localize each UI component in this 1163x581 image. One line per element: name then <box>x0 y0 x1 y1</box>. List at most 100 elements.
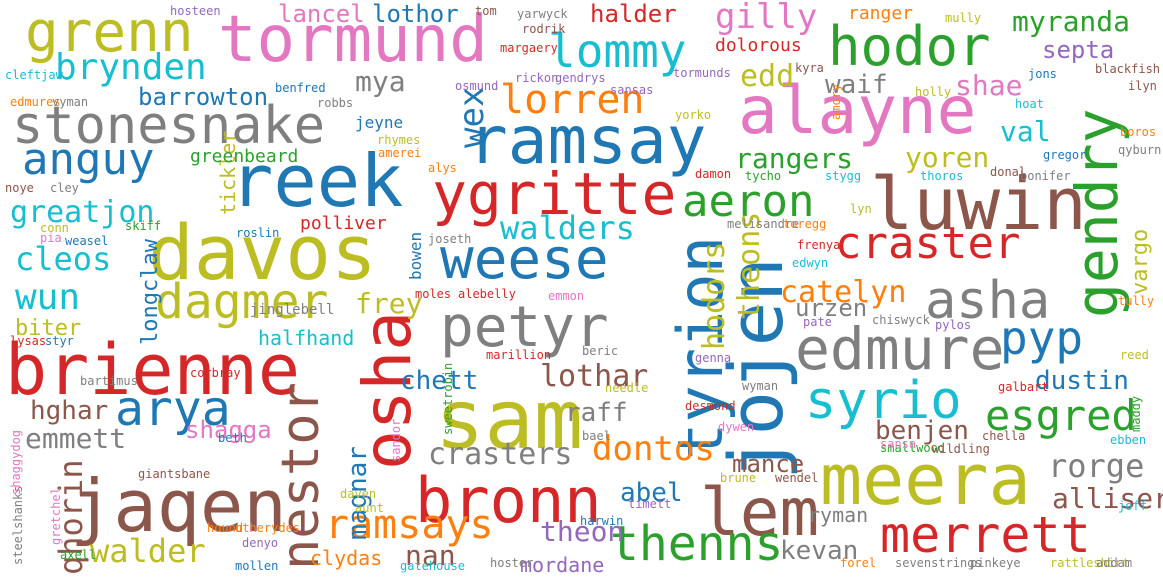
cloud-word-115: kyra <box>795 61 824 75</box>
cloud-word-197: vyman <box>52 95 89 109</box>
cloud-word-48: rorge <box>1048 447 1145 485</box>
cloud-word-37: bronn <box>415 464 602 537</box>
cloud-word-138: edwyn <box>792 256 829 270</box>
cloud-word-2: lommy <box>548 24 687 78</box>
cloud-word-85: kevan <box>780 536 859 566</box>
cloud-word-12: ramsay <box>468 102 707 179</box>
cloud-word-20: wun <box>15 277 81 318</box>
cloud-word-189: yarwyck <box>517 7 568 21</box>
cloud-word-143: tully <box>1118 294 1155 308</box>
cloud-word-67: walders <box>500 209 635 247</box>
cloud-word-91: ryman <box>808 503 869 527</box>
cloud-word-130: stygg <box>825 169 862 183</box>
cloud-word-44: shagga <box>185 416 272 444</box>
cloud-word-61: lorren <box>500 77 645 123</box>
cloud-word-122: boros <box>1120 125 1157 139</box>
cloud-word-132: lyn <box>850 202 872 216</box>
cloud-word-174: addam <box>1096 556 1133 570</box>
cloud-word-137: frenya <box>797 238 841 252</box>
cloud-word-191: margaery <box>500 41 558 55</box>
cloud-word-150: needle <box>605 381 649 395</box>
cloud-word-140: chiswyck <box>872 313 930 327</box>
cloud-word-46: dontos <box>592 429 715 469</box>
cloud-word-56: mya <box>355 65 406 98</box>
cloud-word-117: amory <box>829 83 843 120</box>
cloud-word-104: weasel <box>65 234 109 248</box>
cloud-word-49: alliser <box>1052 482 1163 515</box>
cloud-word-65: yoren <box>905 141 990 174</box>
cloud-word-112: gendrys <box>555 71 606 85</box>
cloud-word-31: pyp <box>1000 311 1084 365</box>
cloud-word-100: rhymes <box>377 133 421 147</box>
cloud-word-169: hoster <box>490 556 534 570</box>
cloud-word-58: waif <box>825 70 888 100</box>
cloud-word-40: ramsays <box>325 502 494 548</box>
cloud-word-19: cleos <box>15 240 112 278</box>
cloud-word-92: clydas <box>310 546 383 570</box>
cloud-word-126: bonifer <box>1020 169 1071 183</box>
cloud-word-76: greenbeard <box>190 146 299 167</box>
cloud-word-15: greatjon <box>10 195 155 230</box>
cloud-word-167: mollen <box>235 559 279 573</box>
cloud-word-180: sweetrobin <box>441 362 455 435</box>
cloud-word-77: chett <box>400 366 479 396</box>
cloud-word-173: rattleshirt <box>1050 556 1130 570</box>
cloud-word-160: wendel <box>775 471 819 485</box>
cloud-word-10: anguy <box>22 134 155 185</box>
cloud-word-149: galbart <box>998 380 1049 394</box>
cloud-word-187: hosteen <box>170 4 221 18</box>
cloud-word-75: tickler <box>216 130 240 215</box>
cloud-word-81: hghar <box>30 396 109 426</box>
cloud-word-72: longclaw <box>138 239 163 345</box>
cloud-word-95: polliver <box>300 213 387 234</box>
cloud-word-86: theon <box>540 515 625 548</box>
cloud-word-171: sevenstrings <box>895 556 982 570</box>
cloud-word-8: brynden <box>55 47 207 88</box>
cloud-word-43: walder <box>90 532 206 570</box>
cloud-word-84: abel <box>620 478 683 508</box>
cloud-word-27: sam <box>435 373 584 468</box>
cloud-word-193: cleftjaw <box>5 68 63 82</box>
cloud-word-152: dywen <box>718 420 755 434</box>
cloud-word-181: sandor <box>389 418 403 462</box>
cloud-word-14: barrowton <box>138 83 269 111</box>
cloud-word-144: reed <box>1120 348 1149 362</box>
cloud-word-64: rangers <box>735 142 854 175</box>
cloud-word-134: joseth <box>428 232 472 246</box>
cloud-word-136: toregg <box>783 217 827 231</box>
cloud-word-162: daven <box>340 487 377 501</box>
cloud-word-192: mully <box>945 11 982 25</box>
cloud-word-141: pylos <box>935 318 972 332</box>
cloud-word-190: rodrik <box>522 22 566 36</box>
cloud-word-155: ebben <box>1110 433 1147 447</box>
cloud-word-119: jons <box>1028 67 1057 81</box>
cloud-word-96: harwin <box>580 514 624 528</box>
cloud-word-185: styr <box>45 334 74 348</box>
cloud-word-23: asha <box>925 271 1051 331</box>
cloud-word-172: pinkeye <box>970 556 1021 570</box>
cloud-word-125: qyburn <box>1118 143 1162 157</box>
cloud-word-34: meera <box>820 439 1031 521</box>
cloud-word-63: aeron <box>682 176 815 227</box>
cloud-word-107: noye <box>5 181 34 195</box>
cloud-word-9: stonesnake <box>12 96 326 156</box>
cloud-word-145: marillion <box>486 348 552 362</box>
cloud-word-165: utherydes <box>235 521 301 535</box>
cloud-word-7: luwin <box>870 162 1087 246</box>
cloud-word-113: sansas <box>610 83 654 97</box>
cloud-word-51: lothor <box>372 0 459 28</box>
cloud-word-59: shae <box>955 69 1023 102</box>
cloud-word-32: syrio <box>805 371 962 431</box>
cloud-word-199: sansa <box>880 437 917 451</box>
cloud-word-70: urzen <box>795 294 868 322</box>
cloud-word-106: pia <box>40 231 62 245</box>
cloud-word-142: pate <box>803 315 832 329</box>
cloud-word-30: edmure <box>795 315 1005 383</box>
cloud-word-88: mordane <box>520 553 605 577</box>
cloud-word-73: hodors <box>697 241 732 350</box>
cloud-word-18: craster <box>835 218 1021 269</box>
cloud-word-146: beric <box>582 344 619 358</box>
cloud-word-47: mance <box>732 450 805 478</box>
cloud-word-166: denyo <box>242 536 279 550</box>
